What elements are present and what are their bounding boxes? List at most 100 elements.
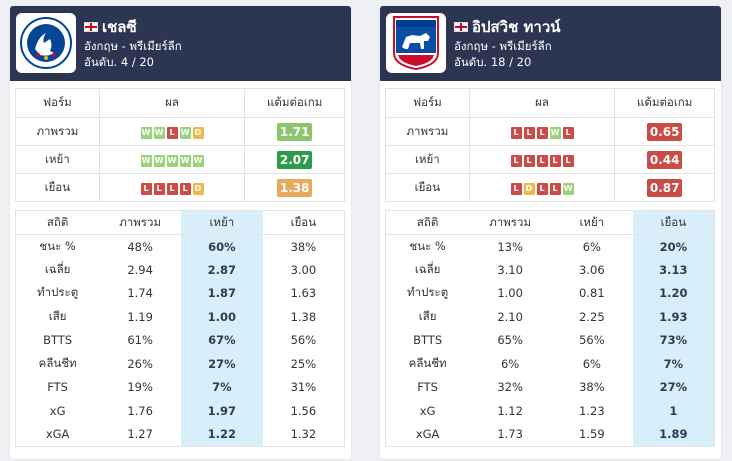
team-name-line: เชลซี	[84, 15, 137, 39]
stat-label: ทำประตู	[407, 285, 449, 300]
stats-header-overall: ภาพรวม	[469, 210, 551, 235]
form-header-results: ผล	[98, 88, 246, 118]
form-results: L L L L L	[510, 155, 574, 167]
stats-row: ชนะ % 13% 6% 20%	[386, 234, 715, 258]
stats-row: ชนะ % 48% 60% 38%	[16, 234, 345, 258]
result-chip[interactable]: L	[140, 183, 152, 195]
result-chip[interactable]: W	[140, 127, 152, 139]
stat-value: 13%	[497, 239, 523, 254]
stat-value: 3.06	[579, 262, 605, 277]
form-row-label: เยือน	[15, 173, 100, 202]
stat-value: 1.87	[180, 281, 263, 305]
stat-value: 65%	[497, 333, 523, 348]
stat-value: 7%	[632, 352, 715, 376]
result-chip[interactable]: L	[510, 155, 522, 167]
result-chip[interactable]: L	[562, 155, 574, 167]
result-chip[interactable]: L	[549, 155, 561, 167]
form-row-label: เหย้า	[15, 145, 100, 174]
stats-header-overall: ภาพรวม	[99, 210, 181, 235]
league-name[interactable]: อังกฤษ - พรีเมียร์ลีก	[84, 39, 182, 53]
stat-value: 38%	[290, 239, 317, 254]
stat-value: 31%	[290, 380, 317, 395]
result-chip[interactable]: L	[523, 127, 535, 139]
stat-value: 1.56	[290, 403, 317, 418]
team-logo[interactable]	[16, 13, 76, 73]
stats-row: FTS 32% 38% 27%	[386, 375, 715, 399]
result-chip[interactable]: L	[510, 183, 522, 195]
form-row-overall: ภาพรวม W W L W D 1.71	[15, 117, 345, 146]
result-chip[interactable]: W	[549, 127, 561, 139]
ppg-badge: 0.87	[646, 178, 683, 197]
result-chip[interactable]: L	[523, 155, 535, 167]
stats-row: คลีนชีท 26% 27% 25%	[16, 352, 345, 376]
stat-label: เสีย	[48, 308, 67, 323]
team-logo[interactable]	[386, 13, 446, 73]
stat-value: 1.27	[127, 427, 153, 441]
stats-header-home: เหย้า	[550, 210, 633, 235]
team-name[interactable]: เชลซี	[102, 18, 137, 36]
result-chip[interactable]: W	[562, 183, 574, 195]
stats-header-stat: สถิติ	[15, 210, 100, 235]
stat-value: 32%	[497, 380, 523, 395]
ipswich-crest-icon	[393, 16, 439, 71]
stat-label: ชนะ %	[39, 238, 76, 253]
result-chip[interactable]: L	[536, 183, 548, 195]
result-chip[interactable]: L	[166, 127, 178, 139]
stat-value: 1.00	[497, 286, 523, 301]
ppg-badge: 1.38	[276, 178, 313, 197]
stats-header-home: เหย้า	[180, 210, 263, 235]
team-name[interactable]: อิปสวิช ทาวน์	[472, 18, 561, 36]
stat-label: xG	[419, 403, 436, 418]
result-chip[interactable]: W	[192, 155, 204, 167]
stat-value: 6%	[582, 239, 601, 254]
result-chip[interactable]: L	[562, 127, 574, 139]
stats-row: FTS 19% 7% 31%	[16, 375, 345, 399]
stat-value: 2.94	[127, 262, 153, 277]
stat-value: 2.87	[180, 258, 263, 282]
result-chip[interactable]: L	[179, 183, 191, 195]
form-row-label: เยือน	[385, 173, 470, 202]
stat-value: 1.22	[180, 422, 263, 446]
result-chip[interactable]: W	[140, 155, 152, 167]
form-results: W W W W W	[140, 155, 204, 167]
league-rank: อันดับ. 4 / 20	[84, 55, 154, 69]
result-chip[interactable]: D	[192, 127, 204, 139]
result-chip[interactable]: D	[523, 183, 535, 195]
stat-value: 1.73	[497, 427, 523, 441]
stat-value: 1.97	[180, 399, 263, 423]
stat-label: เฉลี่ย	[414, 261, 441, 276]
result-chip[interactable]: L	[549, 183, 561, 195]
result-chip[interactable]: W	[179, 155, 191, 167]
stat-value: 1	[632, 399, 715, 423]
stats-header-row: สถิติ ภาพรวม เหย้า เยือน	[385, 210, 715, 235]
result-chip[interactable]: D	[192, 183, 204, 195]
stat-value: 1.89	[632, 422, 715, 446]
result-chip[interactable]: L	[153, 183, 165, 195]
stat-label: คลีนชีท	[38, 355, 77, 370]
stat-value: 38%	[579, 380, 605, 395]
result-chip[interactable]: L	[536, 155, 548, 167]
result-chip[interactable]: W	[179, 127, 191, 139]
stat-value: 27%	[180, 352, 263, 376]
result-chip[interactable]: L	[510, 127, 522, 139]
stats-row: เสีย 1.19 1.00 1.38	[16, 305, 345, 329]
stat-value: 1.32	[290, 427, 317, 441]
form-header-form: ฟอร์ม	[385, 88, 470, 118]
league-name[interactable]: อังกฤษ - พรีเมียร์ลีก	[454, 39, 552, 53]
result-chip[interactable]: W	[153, 155, 165, 167]
stats-header-away: เยือน	[262, 210, 345, 235]
stat-value: 27%	[632, 375, 715, 399]
stat-value: 19%	[127, 380, 153, 395]
result-chip[interactable]: L	[166, 183, 178, 195]
result-chip[interactable]: W	[153, 127, 165, 139]
england-flag-icon	[454, 22, 468, 32]
result-chip[interactable]: W	[166, 155, 178, 167]
team-header: เชลซี อังกฤษ - พรีเมียร์ลีก อันดับ. 4 / …	[10, 6, 351, 81]
form-results: L L L L D	[140, 183, 204, 195]
ppg-badge: 2.07	[276, 150, 313, 169]
stat-value: 3.00	[290, 262, 317, 277]
result-chip[interactable]: L	[536, 127, 548, 139]
stat-label: คลีนชีท	[408, 355, 447, 370]
form-row-label: ภาพรวม	[385, 117, 470, 146]
stat-value: 25%	[290, 356, 317, 371]
